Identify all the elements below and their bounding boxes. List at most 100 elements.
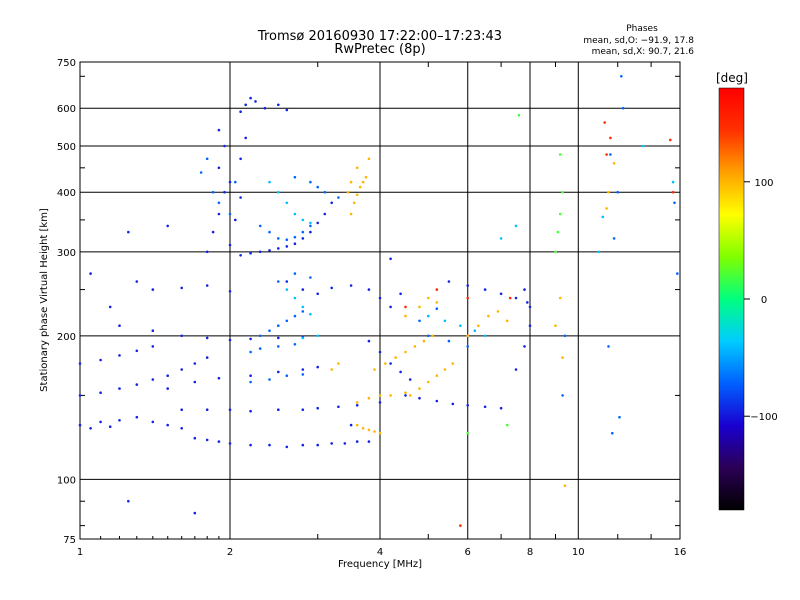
data-point xyxy=(330,368,334,371)
data-point xyxy=(404,394,407,397)
data-point xyxy=(285,319,289,323)
data-point xyxy=(268,443,271,447)
data-point xyxy=(418,305,421,309)
data-point xyxy=(384,362,387,365)
data-point xyxy=(316,406,320,410)
data-point xyxy=(199,171,203,174)
data-point xyxy=(528,324,532,328)
data-point xyxy=(205,250,209,254)
data-point xyxy=(337,362,340,365)
data-point xyxy=(135,349,139,353)
data-point xyxy=(554,324,557,328)
data-point xyxy=(228,180,232,184)
data-point xyxy=(413,345,417,348)
data-point xyxy=(671,180,675,184)
data-point xyxy=(217,201,221,205)
data-point xyxy=(285,288,289,291)
data-point xyxy=(268,378,271,381)
data-point xyxy=(466,404,470,407)
data-point xyxy=(367,157,371,161)
data-point xyxy=(228,408,232,412)
data-point xyxy=(330,286,334,290)
data-point xyxy=(118,387,121,390)
data-point xyxy=(258,250,262,254)
data-point xyxy=(505,423,509,427)
data-point xyxy=(612,162,616,165)
y-tick-label: 100 xyxy=(57,475,76,486)
data-point xyxy=(249,96,252,100)
data-point xyxy=(89,272,92,275)
y-axis-label: Stationary phase Virtual Height [km] xyxy=(39,208,50,392)
colorbar-tick-label: 100 xyxy=(754,178,773,189)
data-point xyxy=(316,334,320,338)
data-point xyxy=(418,319,421,323)
data-point xyxy=(293,343,297,346)
data-point xyxy=(301,336,305,340)
x-tick-label: 8 xyxy=(527,547,533,558)
data-point xyxy=(621,106,625,110)
x-tick-label: 6 xyxy=(465,547,471,558)
data-point xyxy=(447,280,451,283)
stats-x: mean, sd,X: 90.7, 21.6 xyxy=(592,47,695,57)
data-point xyxy=(355,166,359,170)
data-point xyxy=(408,394,412,397)
data-point xyxy=(367,339,371,343)
data-point xyxy=(443,368,447,371)
data-point xyxy=(301,310,305,313)
data-point xyxy=(301,288,305,291)
data-point xyxy=(394,356,398,359)
data-point xyxy=(249,251,252,255)
data-point xyxy=(309,221,312,225)
data-point xyxy=(641,144,645,148)
data-point xyxy=(378,394,382,397)
y-tick-label: 400 xyxy=(57,188,76,199)
data-point xyxy=(431,334,434,338)
data-point xyxy=(601,215,605,219)
data-point xyxy=(277,280,280,283)
y-tick-label: 500 xyxy=(57,142,76,153)
data-point xyxy=(99,358,102,362)
data-point xyxy=(671,190,675,194)
data-point xyxy=(603,121,606,124)
y-tick-label: 600 xyxy=(57,104,76,115)
data-point xyxy=(399,370,402,374)
data-point xyxy=(466,345,470,348)
data-point xyxy=(301,237,305,240)
data-point xyxy=(389,362,392,365)
data-point xyxy=(193,380,197,384)
data-point xyxy=(466,334,470,338)
data-point xyxy=(523,288,526,291)
data-point xyxy=(526,301,529,304)
data-point xyxy=(228,442,232,445)
data-point xyxy=(268,249,271,252)
data-point xyxy=(78,423,82,427)
data-point xyxy=(316,443,320,447)
y-tick-label: 300 xyxy=(57,248,76,259)
data-point xyxy=(343,442,347,445)
data-point xyxy=(277,324,280,328)
data-point xyxy=(561,190,564,194)
colorbar-tick-label: 0 xyxy=(761,295,767,306)
data-point xyxy=(180,427,183,430)
data-point xyxy=(355,423,359,427)
data-point xyxy=(404,350,407,354)
data-point xyxy=(337,405,340,409)
data-point xyxy=(151,329,155,333)
data-point xyxy=(205,157,209,161)
data-point xyxy=(268,230,271,234)
data-point xyxy=(293,175,297,179)
data-point xyxy=(561,356,564,359)
data-point xyxy=(367,440,371,443)
data-point xyxy=(293,296,297,300)
data-point xyxy=(316,221,320,225)
y-tick-label: 750 xyxy=(57,58,76,69)
data-point xyxy=(499,406,503,410)
data-point xyxy=(563,334,567,338)
data-point xyxy=(558,296,562,300)
x-axis-label: Frequency [MHz] xyxy=(338,559,422,570)
data-point xyxy=(217,212,221,216)
data-point xyxy=(277,345,280,348)
data-point xyxy=(166,423,169,427)
axis-ticks: 1 2 4 6 8 10 16 75 100 200 300 400 500 600 750 xyxy=(57,58,686,558)
data-point xyxy=(373,430,376,433)
